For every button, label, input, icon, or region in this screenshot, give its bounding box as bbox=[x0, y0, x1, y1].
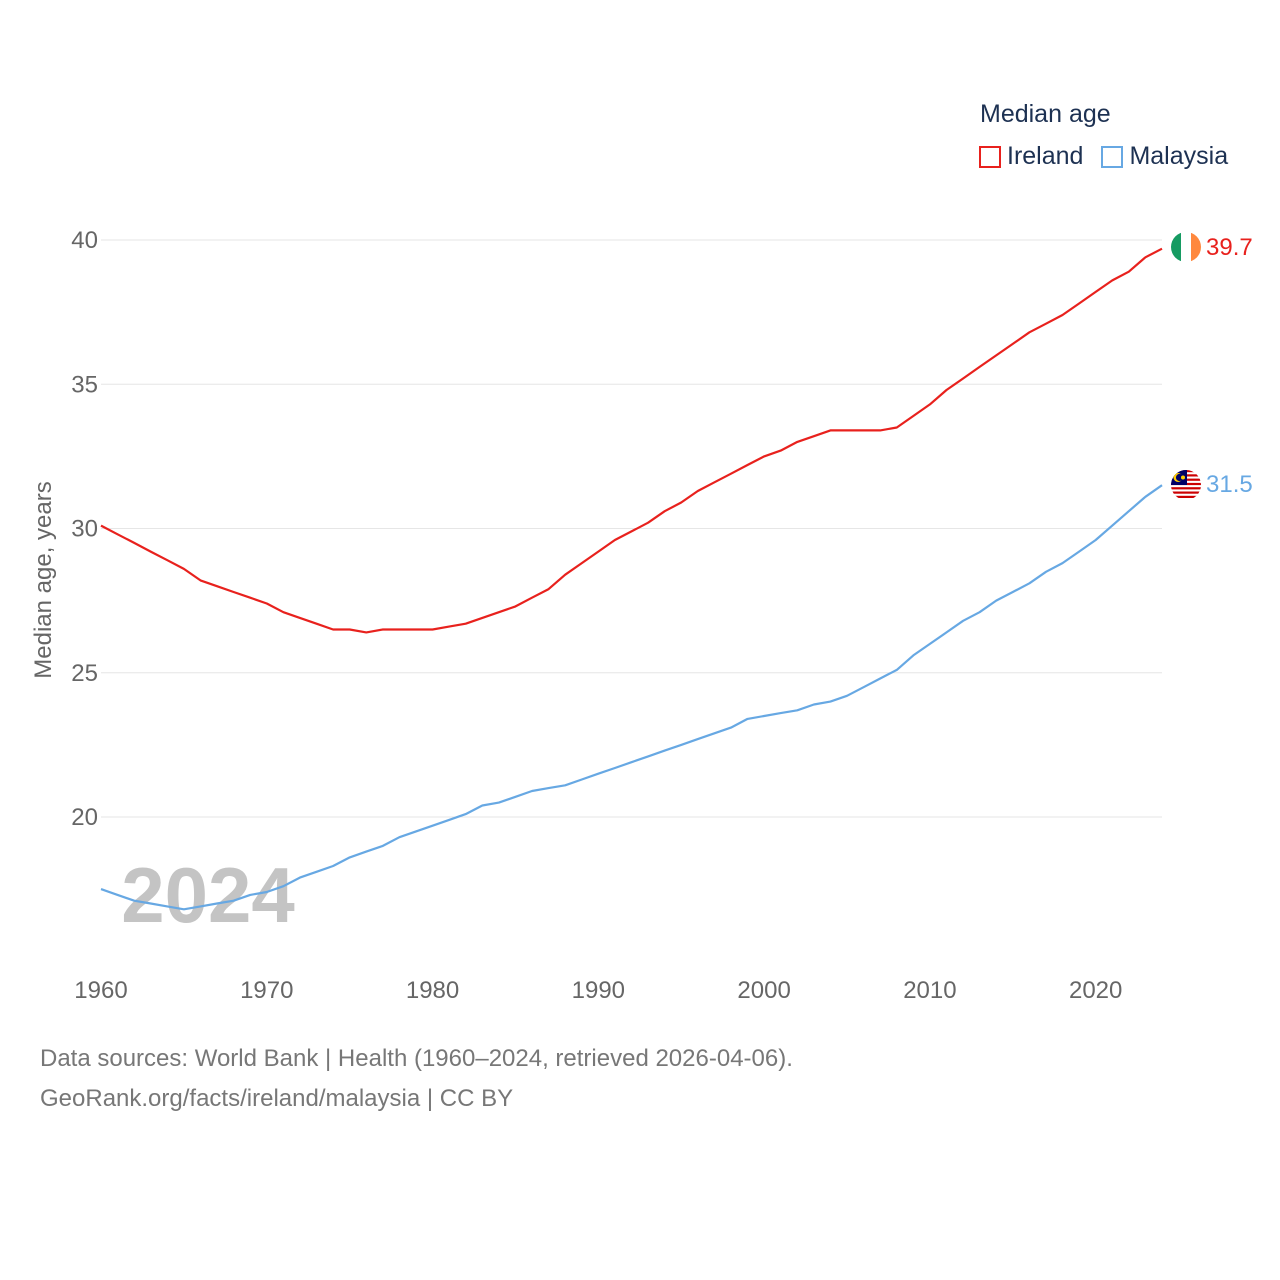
y-tick-label: 40 bbox=[71, 227, 98, 254]
y-tick-label: 20 bbox=[71, 804, 98, 831]
legend-swatch-ireland bbox=[979, 145, 1001, 168]
x-tick-label: 2000 bbox=[737, 977, 790, 1004]
x-tick-label: 1990 bbox=[572, 977, 625, 1004]
series-line-malaysia bbox=[100, 484, 1163, 911]
series-line-ireland bbox=[100, 247, 1163, 634]
y-axis-ticks: 20 25 30 35 40 bbox=[71, 227, 98, 831]
malaysia-flag-icon bbox=[1171, 470, 1201, 500]
y-tick-label: 30 bbox=[71, 516, 98, 543]
gridlines bbox=[101, 239, 1162, 818]
x-tick-label: 2020 bbox=[1069, 977, 1122, 1004]
x-tick-label: 1960 bbox=[74, 977, 127, 1004]
y-tick-label: 35 bbox=[71, 371, 98, 398]
legend-label-malaysia: Malaysia bbox=[1129, 142, 1229, 170]
footer-credit[interactable]: GeoRank.org/facts/ireland/malaysia | CC … bbox=[40, 1085, 514, 1112]
x-tick-label: 2010 bbox=[903, 977, 956, 1004]
y-axis-label: Median age, years bbox=[30, 481, 57, 678]
legend: Ireland Malaysia bbox=[979, 142, 1246, 171]
ireland-flag-icon bbox=[1171, 232, 1201, 262]
year-watermark: 2024 bbox=[121, 851, 295, 939]
series-lines bbox=[100, 247, 1163, 911]
legend-item-ireland[interactable]: Ireland bbox=[979, 142, 1083, 171]
legend-label-ireland: Ireland bbox=[1007, 142, 1084, 170]
ireland-end-value: 39.7 bbox=[1206, 234, 1253, 261]
x-axis-ticks: 1960 1970 1980 1990 2000 2010 2020 bbox=[74, 977, 1122, 1004]
x-tick-label: 1970 bbox=[240, 977, 293, 1004]
malaysia-end-value: 31.5 bbox=[1206, 471, 1253, 498]
legend-item-malaysia[interactable]: Malaysia bbox=[1101, 142, 1228, 171]
legend-title: Median age bbox=[980, 100, 1111, 128]
footer-sources: Data sources: World Bank | Health (1960–… bbox=[40, 1045, 793, 1072]
y-tick-label: 25 bbox=[71, 660, 98, 687]
x-tick-label: 1980 bbox=[406, 977, 459, 1004]
legend-swatch-malaysia bbox=[1101, 145, 1124, 168]
